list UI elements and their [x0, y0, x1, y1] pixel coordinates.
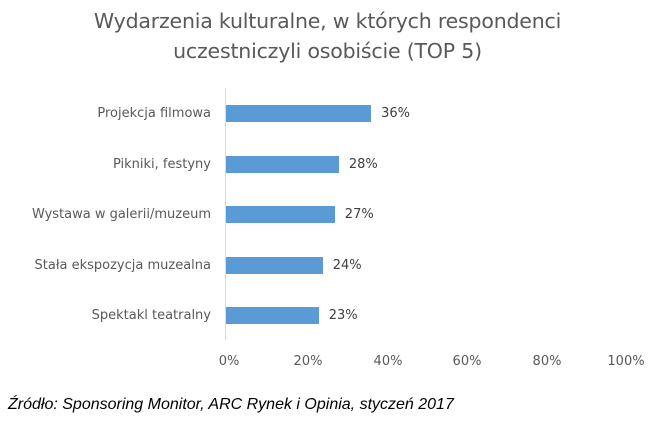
- bar: [226, 257, 323, 274]
- category-label: Wystawa w galerii/muzeum: [31, 207, 211, 222]
- category-axis-line: [225, 88, 226, 340]
- value-label: 23%: [328, 308, 358, 323]
- category-label: Pikniki, festyny: [112, 157, 211, 172]
- category-label: Stała ekspozycja muzealna: [34, 258, 212, 273]
- x-tick-label: 0%: [218, 354, 240, 369]
- value-label: 36%: [381, 106, 410, 121]
- category-label: Projekcja filmowa: [97, 106, 211, 121]
- x-tick-label: 60%: [452, 354, 482, 369]
- bar: [226, 206, 335, 223]
- category-label: Spektakl teatralny: [91, 308, 211, 323]
- x-tick-label: 80%: [532, 354, 562, 369]
- value-label: 24%: [332, 258, 362, 273]
- bar: [226, 156, 339, 173]
- x-tick-label: 40%: [373, 354, 403, 369]
- chart-title: Wydarzenia kulturalne, w których respond…: [0, 6, 655, 66]
- chart-title-line-1: Wydarzenia kulturalne, w których respond…: [93, 9, 562, 33]
- x-tick-label: 100%: [607, 354, 645, 369]
- chart-title-line-2: uczestniczyli osobiście (TOP 5): [173, 39, 482, 63]
- source-note: Źródło: Sponsoring Monitor, ARC Rynek i …: [8, 396, 454, 413]
- value-label: 27%: [344, 207, 374, 222]
- x-tick-label: 20%: [293, 354, 323, 369]
- value-label: 28%: [348, 157, 378, 172]
- bar: [226, 307, 319, 324]
- bar: [226, 105, 372, 122]
